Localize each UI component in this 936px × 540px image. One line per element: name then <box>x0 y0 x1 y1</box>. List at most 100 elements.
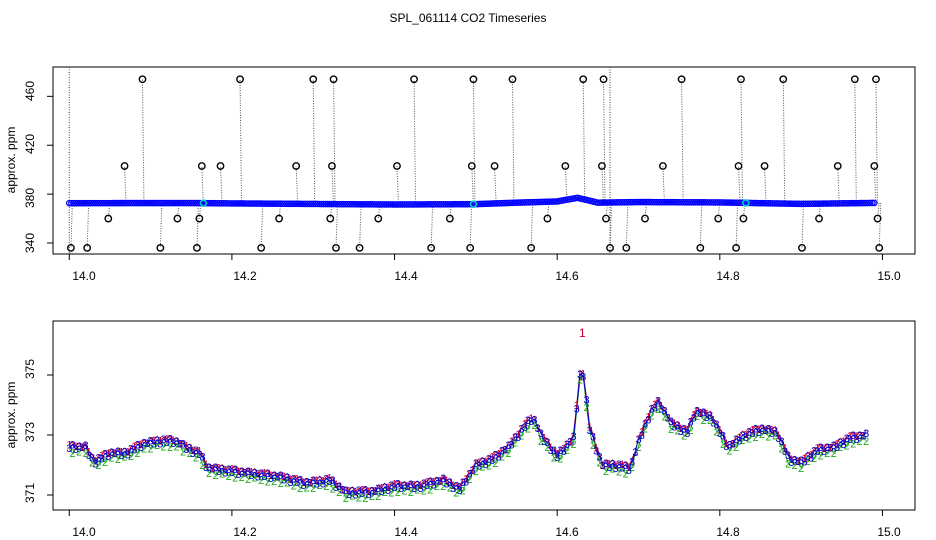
series-marker: 2 <box>291 481 297 493</box>
series-marker: 3 <box>509 440 515 452</box>
outlier-trail <box>494 165 497 204</box>
series-marker: 3 <box>632 447 638 459</box>
baseline-point <box>94 199 102 207</box>
series-marker: 1 <box>502 444 508 456</box>
series-marker: 3 <box>421 478 427 490</box>
outlier-trail <box>396 165 399 205</box>
top-y-axis: 340 380 420 460 <box>23 81 37 253</box>
outlier-trail <box>782 79 786 204</box>
outlier-trail <box>430 204 434 248</box>
top-x-tick-label: 14.8 <box>716 269 740 283</box>
outlier-point <box>543 214 552 223</box>
series-marker: 2 <box>187 448 193 460</box>
baseline-point <box>838 200 846 207</box>
series-marker: 3 <box>115 446 121 458</box>
flagged-point <box>199 199 208 207</box>
outlier-point <box>393 162 401 170</box>
baseline-point <box>620 198 628 206</box>
series-marker: 2 <box>453 488 459 500</box>
outlier-trail <box>196 203 199 248</box>
baseline-point <box>801 200 809 208</box>
outlier-trail <box>359 204 362 248</box>
baseline-point <box>539 198 547 206</box>
series-marker: 2 <box>811 453 817 465</box>
series-marker: 3 <box>733 434 739 446</box>
series-marker: 2 <box>512 437 518 449</box>
series-marker: 3 <box>779 436 785 448</box>
series-marker: 3 <box>109 447 115 459</box>
baseline-point <box>114 199 122 207</box>
baseline-point <box>72 199 79 207</box>
series-marker: 3 <box>414 480 420 492</box>
bottom-y-axis-label: approx. ppm <box>4 382 18 449</box>
outlier-point <box>779 75 788 84</box>
series-marker: 1 <box>730 438 736 450</box>
series-marker: 3 <box>102 448 108 460</box>
series-marker: 3 <box>431 480 437 492</box>
baseline-point <box>812 200 819 207</box>
baseline-point <box>370 201 378 208</box>
baseline-point <box>358 200 366 208</box>
baseline-point <box>379 201 386 208</box>
baseline-point <box>336 200 343 208</box>
baseline-point <box>246 200 254 207</box>
baseline-point <box>277 200 284 208</box>
bottom-y-tick-label: 373 <box>23 422 37 442</box>
baseline-point <box>730 199 738 206</box>
outlier-point <box>83 243 92 252</box>
baseline-point <box>440 200 447 208</box>
series-marker: 2 <box>753 432 759 444</box>
series-marker: 1 <box>281 471 287 483</box>
series-marker: 3 <box>863 428 869 440</box>
series-marker: 2 <box>694 411 700 423</box>
baseline-point <box>222 200 230 207</box>
series-marker: 1 <box>66 439 72 451</box>
bottom-panel: 1 1 1 11 1 1 1 1 1 1 1 1 1 1 1 1 1 1 1 11 1 1 1 1 1 1 1 1 1 1 1 1 1 1 1 1 1 1… <box>4 320 916 539</box>
series-marker: 3 <box>691 412 697 424</box>
baseline-point <box>218 200 226 207</box>
series-marker: 3 <box>600 460 606 472</box>
series-marker: 3 <box>196 449 202 461</box>
baseline-point <box>438 200 445 208</box>
series-marker: 3 <box>704 412 710 424</box>
baseline-point <box>257 200 264 207</box>
series-marker: 3 <box>853 434 859 446</box>
baseline-point <box>307 200 315 208</box>
series-marker: 3 <box>714 419 720 431</box>
series-marker: 1 <box>678 423 684 435</box>
series-marker: 3 <box>749 428 755 440</box>
baseline-point <box>135 199 142 207</box>
baseline-point <box>509 199 516 207</box>
baseline-point <box>265 200 272 207</box>
series-marker: 3 <box>213 462 219 474</box>
baseline-point <box>311 200 319 208</box>
baseline-point <box>484 200 492 207</box>
outlier-point <box>737 75 745 84</box>
series-marker: 3 <box>291 473 297 485</box>
outlier-point <box>732 243 740 252</box>
series-marker: 1 <box>834 439 840 451</box>
series-marker: 1 <box>762 425 768 437</box>
baseline-point <box>417 201 425 208</box>
baseline-point <box>372 201 380 208</box>
series-marker: 1 <box>352 487 358 499</box>
baseline-point <box>686 198 693 206</box>
series-marker: 3 <box>82 440 88 452</box>
outlier-point <box>326 214 335 223</box>
series-marker: 3 <box>814 446 820 458</box>
series-marker: 1 <box>717 424 723 436</box>
baseline-point <box>600 199 608 206</box>
baseline-point <box>866 199 874 207</box>
series-marker: 3 <box>609 459 615 471</box>
series-marker: 2 <box>622 468 628 480</box>
baseline-point <box>393 201 400 208</box>
bottom-x-axis: 14.0 14.2 14.4 14.6 14.8 15.0 <box>72 525 901 539</box>
series-marker: 1 <box>326 472 332 484</box>
baseline-point <box>269 200 276 207</box>
baseline-point <box>320 200 327 208</box>
bottom-x-tick-label: 14.2 <box>233 525 257 539</box>
series-marker: 3 <box>330 475 336 487</box>
series-marker: 3 <box>255 472 261 484</box>
baseline-point <box>450 200 457 208</box>
